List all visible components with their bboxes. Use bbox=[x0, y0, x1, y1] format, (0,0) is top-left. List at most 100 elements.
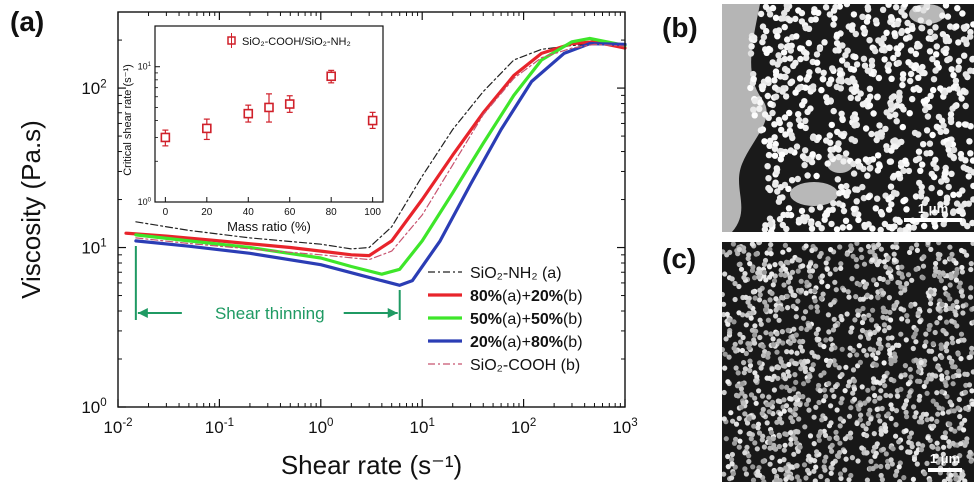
sem-particle bbox=[883, 428, 889, 434]
sem-particle bbox=[771, 84, 779, 91]
sem-particle bbox=[878, 428, 884, 434]
sem-particle bbox=[728, 410, 734, 416]
scale-bar-label: 1 μm bbox=[918, 201, 948, 216]
sem-particle bbox=[798, 287, 805, 293]
sem-particle bbox=[738, 404, 744, 410]
sem-particle bbox=[904, 313, 910, 319]
sem-particle bbox=[893, 242, 899, 246]
sem-particle bbox=[737, 438, 743, 444]
sem-particle bbox=[868, 130, 875, 138]
sem-particle bbox=[750, 75, 757, 83]
sem-particle bbox=[923, 411, 929, 417]
sem-particle bbox=[861, 315, 867, 321]
sem-particle bbox=[778, 359, 784, 365]
sem-particle bbox=[809, 247, 815, 254]
sem-particle bbox=[928, 170, 935, 178]
sem-particle bbox=[935, 305, 941, 311]
sem-particle bbox=[738, 386, 744, 392]
sem-particle bbox=[722, 271, 728, 277]
sem-particle bbox=[814, 308, 821, 314]
sem-particle bbox=[915, 441, 921, 447]
sem-particle bbox=[828, 465, 834, 471]
sem-particle bbox=[848, 329, 854, 335]
scale-bar bbox=[928, 468, 962, 472]
sem-particle bbox=[811, 288, 818, 294]
sem-particle bbox=[885, 279, 891, 285]
sem-particle bbox=[930, 398, 936, 404]
sem-particle bbox=[955, 66, 962, 73]
sem-particle bbox=[777, 411, 784, 417]
sem-particle bbox=[828, 470, 834, 476]
sem-particle bbox=[730, 471, 736, 477]
sem-particle bbox=[852, 317, 858, 323]
sem-particle bbox=[923, 127, 931, 134]
sem-particle bbox=[771, 134, 778, 141]
sem-particle bbox=[830, 107, 837, 115]
sem-particle bbox=[793, 406, 799, 412]
sem-particle bbox=[865, 387, 871, 393]
sem-particle bbox=[747, 367, 753, 373]
sem-particle bbox=[752, 275, 758, 281]
sem-particle bbox=[912, 156, 920, 164]
sem-particle bbox=[874, 152, 882, 159]
sem-particle bbox=[843, 4, 851, 8]
sem-particle bbox=[870, 465, 876, 472]
sem-particle bbox=[887, 309, 893, 315]
sem-particle bbox=[879, 6, 887, 13]
sem-particle bbox=[822, 393, 829, 399]
sem-particle bbox=[961, 52, 968, 59]
sem-particle bbox=[895, 393, 901, 399]
sem-particle bbox=[738, 266, 745, 272]
sem-particle bbox=[774, 419, 780, 425]
sem-particle bbox=[913, 357, 919, 363]
sem-particle bbox=[956, 372, 962, 378]
sem-particle bbox=[833, 266, 839, 272]
sem-particle bbox=[944, 13, 952, 20]
sem-particle bbox=[965, 173, 972, 180]
sem-particle bbox=[824, 478, 830, 482]
sem-particle bbox=[940, 220, 947, 228]
sem-particle bbox=[821, 387, 827, 393]
sem-particle bbox=[821, 398, 827, 404]
sem-particle bbox=[954, 304, 961, 310]
sem-particle bbox=[749, 310, 755, 316]
sem-particle bbox=[742, 393, 748, 399]
sem-particle bbox=[938, 278, 944, 284]
sem-particle bbox=[733, 436, 739, 442]
sem-particle bbox=[912, 193, 920, 200]
sem-particle bbox=[794, 350, 800, 356]
sem-particle bbox=[915, 5, 922, 12]
sem-particle bbox=[754, 446, 760, 452]
sem-particle bbox=[825, 256, 831, 262]
sem-particle bbox=[772, 181, 779, 188]
sem-particle bbox=[754, 374, 760, 380]
sem-particle bbox=[885, 206, 893, 213]
sem-particle bbox=[758, 365, 764, 371]
sem-particle bbox=[775, 398, 781, 404]
sem-particle bbox=[794, 175, 801, 183]
sem-particle bbox=[761, 111, 769, 118]
inset-point bbox=[202, 123, 212, 134]
sem-particle bbox=[896, 439, 902, 445]
sem-particle bbox=[807, 433, 814, 439]
sem-particle bbox=[824, 160, 831, 167]
sem-particle bbox=[819, 279, 825, 285]
sem-particle bbox=[727, 317, 733, 323]
sem-particle bbox=[880, 314, 886, 320]
sem-particle bbox=[851, 378, 857, 384]
sem-particle bbox=[769, 366, 775, 372]
sem-particle bbox=[950, 340, 956, 346]
sem-particle bbox=[902, 402, 908, 408]
sem-particle bbox=[940, 410, 946, 416]
sem-particle bbox=[778, 260, 784, 266]
sem-particle bbox=[785, 279, 792, 285]
sem-particle bbox=[861, 62, 869, 69]
sem-particle bbox=[883, 451, 889, 457]
sem-particle bbox=[783, 384, 790, 390]
sem-particle bbox=[766, 435, 772, 441]
sem-particle bbox=[759, 393, 766, 399]
sem-particle bbox=[930, 76, 938, 83]
sem-particle bbox=[786, 373, 792, 379]
sem-particle bbox=[767, 461, 773, 467]
sem-particle bbox=[966, 138, 973, 145]
